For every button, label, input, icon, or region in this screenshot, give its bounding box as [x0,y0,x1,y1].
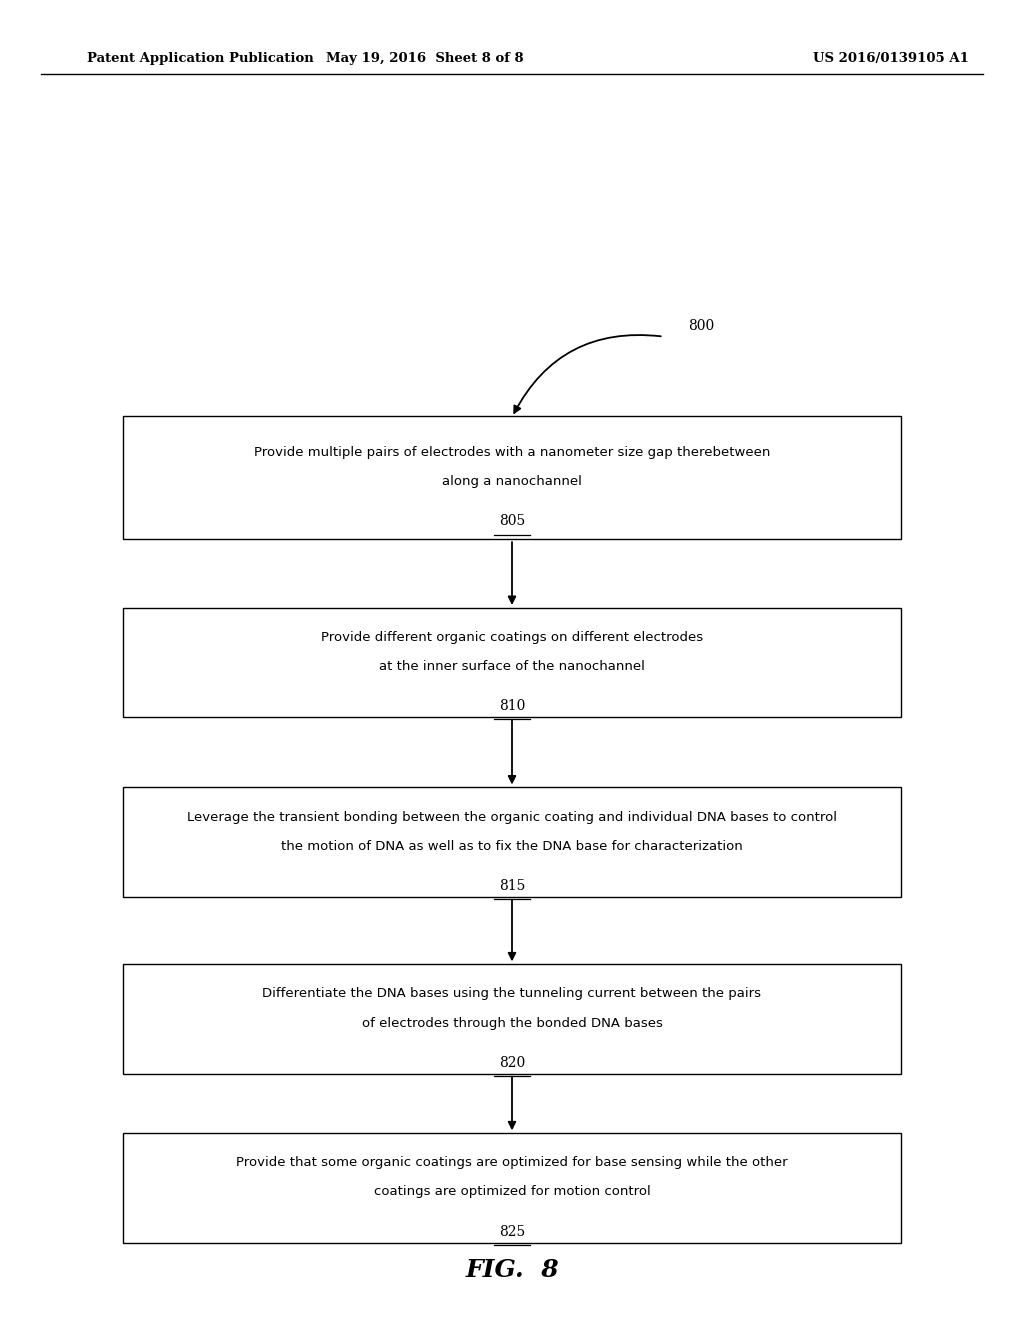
Bar [123,1133,901,1243]
Text: Provide that some organic coatings are optimized for base sensing while the othe: Provide that some organic coatings are o… [237,1156,787,1170]
Text: 815: 815 [499,879,525,892]
Text: Patent Application Publication: Patent Application Publication [87,51,313,65]
Text: Leverage the transient bonding between the organic coating and individual DNA ba: Leverage the transient bonding between t… [187,810,837,824]
Text: US 2016/0139105 A1: US 2016/0139105 A1 [813,51,969,65]
Text: 810: 810 [499,700,525,713]
Text: 825: 825 [499,1225,525,1238]
Bar [123,787,901,898]
Text: 800: 800 [688,319,715,333]
Text: FIG.  8: FIG. 8 [465,1258,559,1282]
Text: along a nanochannel: along a nanochannel [442,475,582,488]
Text: 820: 820 [499,1056,525,1069]
Text: coatings are optimized for motion control: coatings are optimized for motion contro… [374,1185,650,1199]
Bar [123,416,901,539]
Text: at the inner surface of the nanochannel: at the inner surface of the nanochannel [379,660,645,673]
Text: of electrodes through the bonded DNA bases: of electrodes through the bonded DNA bas… [361,1016,663,1030]
Text: Provide multiple pairs of electrodes with a nanometer size gap therebetween: Provide multiple pairs of electrodes wit… [254,446,770,459]
Text: the motion of DNA as well as to fix the DNA base for characterization: the motion of DNA as well as to fix the … [282,840,742,853]
Bar [123,964,901,1074]
Text: 805: 805 [499,515,525,528]
Text: Differentiate the DNA bases using the tunneling current between the pairs: Differentiate the DNA bases using the tu… [262,987,762,1001]
Bar [123,607,901,718]
Text: May 19, 2016  Sheet 8 of 8: May 19, 2016 Sheet 8 of 8 [327,51,523,65]
Text: Provide different organic coatings on different electrodes: Provide different organic coatings on di… [321,631,703,644]
